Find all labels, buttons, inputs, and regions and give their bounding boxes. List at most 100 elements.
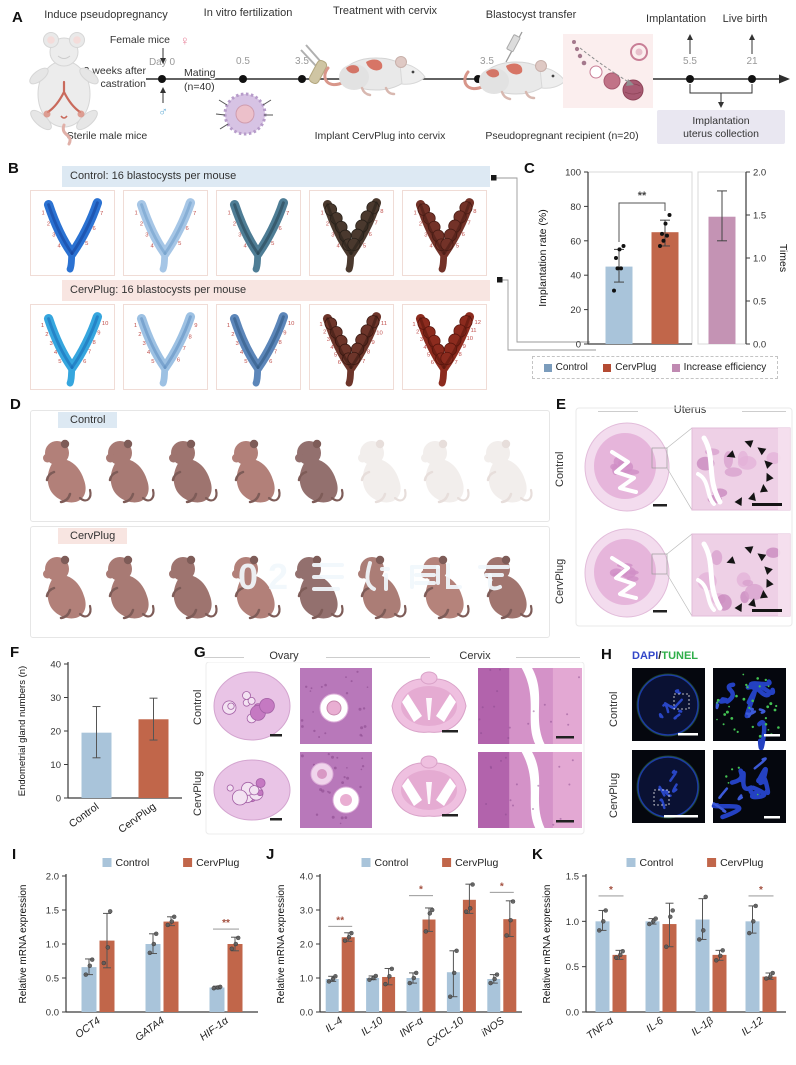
bar-J-IL-4-Control [325,979,339,1012]
panel-label-e: E [556,396,567,413]
panel-a-timeline-illustration: A Induce pseudopregnancy In vitro fertil… [12,5,790,146]
svg-text:1: 1 [134,323,137,329]
svg-text:4: 4 [430,244,434,250]
uterus-histology-images [575,407,793,627]
svg-text:6: 6 [93,226,96,232]
svg-text:8: 8 [188,334,191,340]
svg-text:1: 1 [321,210,324,216]
svg-text:GATA4: GATA4 [133,1015,167,1044]
treated-mouse-icon [323,55,427,97]
svg-text:40: 40 [570,271,581,282]
legend-swatch [603,363,612,372]
svg-text:10: 10 [50,760,61,771]
panel-label-b: B [8,160,19,177]
chart-J-svg: 0.0 1.0 2.0 3.0 4.0 Relative mRNA expression I… [276,857,522,1050]
svg-text:0.0: 0.0 [46,1008,59,1019]
svg-text:8: 8 [93,340,96,346]
svg-text:*: * [500,881,504,892]
svg-text:8: 8 [367,349,370,355]
panel-label-f: F [10,644,20,661]
svg-text:iNOS: iNOS [479,1015,506,1039]
timepoint-3-5a: 3.5 [295,56,309,67]
svg-text:4: 4 [58,244,62,250]
mrna-chart-cytokines-down: 0.0 0.5 1.0 1.5 Relative mRNA expression TNF-… [536,850,794,1065]
pup [295,439,344,504]
svg-text:CXCL-10: CXCL-10 [424,1015,466,1050]
svg-text:1.0: 1.0 [753,254,766,265]
svg-text:1: 1 [414,210,417,216]
svg-text:3: 3 [327,337,330,343]
bar-K-IL-1β-Control [695,919,710,1012]
svg-text:12: 12 [474,320,481,326]
chart-I-svg: 0.0 0.5 1.0 1.5 2.0 Relative mRNA expression O… [18,857,258,1044]
pup [43,555,92,620]
svg-text:4.0: 4.0 [300,872,313,883]
cervplug-implant-icon [300,44,328,85]
timepoint-day0: Day 0 [149,57,176,68]
control-pups-svg [43,439,533,504]
svg-text:4: 4 [147,350,151,356]
panel-label-h: H [601,646,612,663]
step-title-live-birth: Live birth [723,13,768,25]
ovary-section-title: Ovary [269,650,299,662]
svg-text:IL-1β: IL-1β [689,1015,716,1039]
svg-text:6: 6 [462,232,465,238]
svg-text:60: 60 [570,236,581,247]
svg-text:1: 1 [41,323,44,329]
svg-text:80: 80 [570,202,581,213]
timeline-dots [158,75,756,83]
collection-box [657,110,785,144]
svg-text:INF-α: INF-α [397,1014,426,1040]
svg-text:Endometrial gland numbers (n): Endometrial gland numbers (n) [17,666,28,796]
svg-text:*: * [609,885,613,896]
svg-text:1: 1 [412,322,415,328]
pup-resorbed [484,439,533,504]
arrowhead-live-birth [749,34,755,40]
cervplug-connector-square [497,277,503,283]
svg-text:*: * [759,885,763,896]
legend-label: Increase efficiency [683,362,767,373]
female-mice-label: Female mice [110,34,170,46]
bar-I-OCT4-Control [81,967,97,1012]
uterus-image-cervplug: 1 2 3 4 5 6 7 8 9 10 [216,304,301,390]
svg-text:2: 2 [416,330,419,336]
svg-text:CervPlug: CervPlug [196,857,239,869]
mating-label: Mating [184,67,216,79]
panel-label-i: I [12,846,17,863]
svg-text:9: 9 [97,331,100,337]
castrated-mouse-icon [29,32,99,146]
svg-text:20: 20 [50,727,61,738]
svg-text:5: 5 [427,352,430,358]
pup [169,439,218,504]
castration-label-2: castration [100,78,146,90]
chart-C-svg: 0 20 40 60 80 100 Implantation rate (%) 0.0 0.5 1… [537,168,789,351]
svg-text:2.0: 2.0 [753,168,766,179]
svg-text:8: 8 [473,209,476,215]
svg-text:4: 4 [240,350,244,356]
svg-text:0.5: 0.5 [753,297,766,308]
svg-text:2: 2 [45,332,48,338]
svg-text:2: 2 [323,330,326,336]
male-arrowhead [160,87,166,93]
svg-text:3: 3 [52,233,55,239]
timepoint-5-5: 5.5 [683,56,697,67]
svg-text:3: 3 [50,341,53,347]
implantation-rate-chart: 0 20 40 60 80 100 Implantation rate (%) 0.0 0.5 1… [522,162,796,359]
chart-c-legend: Control CervPlug Increase efficiency [532,356,778,379]
panel-label-j: J [266,846,275,863]
svg-text:0.0: 0.0 [300,1008,313,1019]
tunel-label: TUNEL [661,650,699,662]
legend-label: CervPlug [615,362,657,373]
bar-K-TNF-α-Control [595,921,610,1012]
svg-text:40: 40 [50,660,61,671]
svg-text:1: 1 [319,322,322,328]
bar-K-IL-6-Control [645,921,660,1012]
svg-text:0.0: 0.0 [566,1008,579,1019]
svg-text:*: * [419,885,423,896]
